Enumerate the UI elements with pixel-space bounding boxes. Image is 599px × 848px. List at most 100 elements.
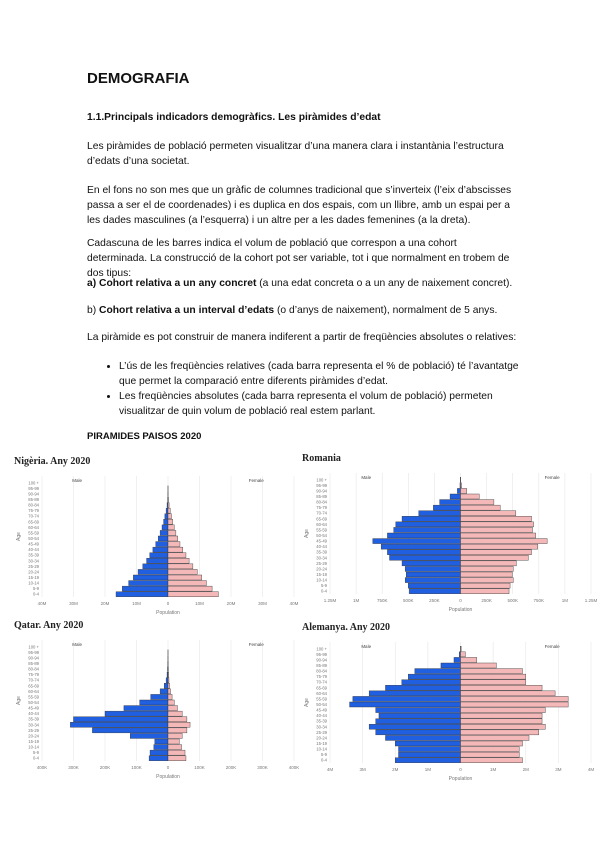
bar xyxy=(404,577,461,583)
y-tick-label: 65-69 xyxy=(316,685,327,690)
y-tick-label: 10-14 xyxy=(28,745,39,750)
bar xyxy=(460,662,497,669)
chart-title: Nigèria. Any 2020 xyxy=(14,456,90,467)
bar xyxy=(387,532,461,539)
bar xyxy=(408,673,461,680)
bar xyxy=(154,738,169,745)
x-tick-label: 500K xyxy=(507,598,518,603)
bar xyxy=(375,707,461,713)
bar xyxy=(449,493,461,500)
doc-title: DEMOGRAFIA xyxy=(87,70,190,87)
bar xyxy=(167,694,173,700)
x-tick-label: 1M xyxy=(425,767,432,772)
legend-female: Female xyxy=(249,642,265,647)
bar xyxy=(368,690,461,697)
bar xyxy=(167,558,190,564)
bar xyxy=(142,563,169,570)
x-tick-label: 20M xyxy=(227,601,236,606)
bar xyxy=(433,504,461,511)
x-tick-label: 0 xyxy=(167,601,170,606)
y-tick-label: 40-44 xyxy=(316,713,327,718)
x-tick-label: 1.25M xyxy=(324,598,337,603)
bar xyxy=(167,699,175,706)
x-tick-label: 1M xyxy=(490,767,497,772)
y-tick-label: 50-54 xyxy=(28,700,39,705)
bar xyxy=(460,510,517,516)
y-tick-label: 35-39 xyxy=(316,719,327,724)
y-tick-label: 10-14 xyxy=(316,747,327,752)
bar xyxy=(401,679,461,685)
bar xyxy=(460,499,495,505)
bar xyxy=(460,740,523,747)
x-tick-label: 750K xyxy=(534,598,545,603)
y-tick-label: 60-64 xyxy=(316,522,327,527)
bar xyxy=(164,513,169,519)
y-tick-label: 90-94 xyxy=(316,657,327,662)
y-tick-label: 15-19 xyxy=(28,575,39,580)
x-tick-label: 30M xyxy=(258,601,267,606)
legend-male: Male xyxy=(72,478,82,483)
bar xyxy=(146,558,169,564)
bar xyxy=(167,688,171,695)
bar xyxy=(123,705,169,711)
y-tick-label: 90-94 xyxy=(316,488,327,493)
bar xyxy=(395,757,461,763)
x-axis-label: Population xyxy=(449,776,473,782)
legend-female: Female xyxy=(545,475,561,480)
bar xyxy=(167,524,175,531)
bar xyxy=(167,563,194,570)
bar xyxy=(460,729,540,736)
bar xyxy=(167,585,213,592)
legend-female: Female xyxy=(545,644,561,649)
x-tick-label: 500K xyxy=(403,598,414,603)
bar xyxy=(460,571,513,578)
bar xyxy=(70,722,169,728)
x-tick-label: 0 xyxy=(459,598,462,603)
x-tick-label: 40M xyxy=(290,601,299,606)
bar xyxy=(408,582,461,589)
bar xyxy=(352,696,461,702)
y-tick-label: 55-59 xyxy=(28,530,39,535)
bullet-list: L’ús de les freqüències relatives (cada … xyxy=(87,359,519,419)
bar xyxy=(460,735,530,741)
bar xyxy=(159,530,169,536)
y-tick-label: 25-29 xyxy=(316,561,327,566)
y-tick-label: 25-29 xyxy=(28,728,39,733)
bar xyxy=(167,535,178,542)
bar xyxy=(167,574,202,581)
x-tick-label: 0 xyxy=(459,767,462,772)
bar xyxy=(460,701,569,708)
y-tick-label: 70-74 xyxy=(316,511,327,516)
bar xyxy=(375,729,461,736)
legend-male: Male xyxy=(361,644,371,649)
bar xyxy=(389,555,461,561)
y-tick-label: 5-9 xyxy=(321,583,328,588)
y-tick-label: 100 + xyxy=(316,477,327,482)
bar xyxy=(460,751,520,758)
bar xyxy=(164,683,169,689)
bar xyxy=(460,651,466,658)
x-tick-label: 30M xyxy=(69,601,78,606)
bar xyxy=(460,724,546,730)
y-tick-label: 35-39 xyxy=(28,553,39,558)
bar xyxy=(167,502,170,508)
y-tick-label: 80-84 xyxy=(316,500,327,505)
x-tick-label: 250K xyxy=(481,598,492,603)
legend-male: Male xyxy=(72,642,82,647)
y-tick-label: 30-34 xyxy=(28,722,39,727)
bar xyxy=(460,746,520,752)
y-tick-label: 75-79 xyxy=(316,674,327,679)
bar xyxy=(167,580,207,586)
y-tick-label: 20-24 xyxy=(28,569,39,574)
bar xyxy=(128,580,169,586)
y-tick-label: 85-89 xyxy=(316,663,327,668)
bar xyxy=(460,555,529,561)
y-tick-label: 5-9 xyxy=(33,750,40,755)
bar xyxy=(460,668,523,674)
y-tick-label: 45-49 xyxy=(28,706,39,711)
bar xyxy=(349,701,461,708)
bar xyxy=(380,543,461,550)
bar xyxy=(122,585,169,592)
x-tick-label: 300K xyxy=(68,765,79,770)
bar xyxy=(401,516,461,522)
